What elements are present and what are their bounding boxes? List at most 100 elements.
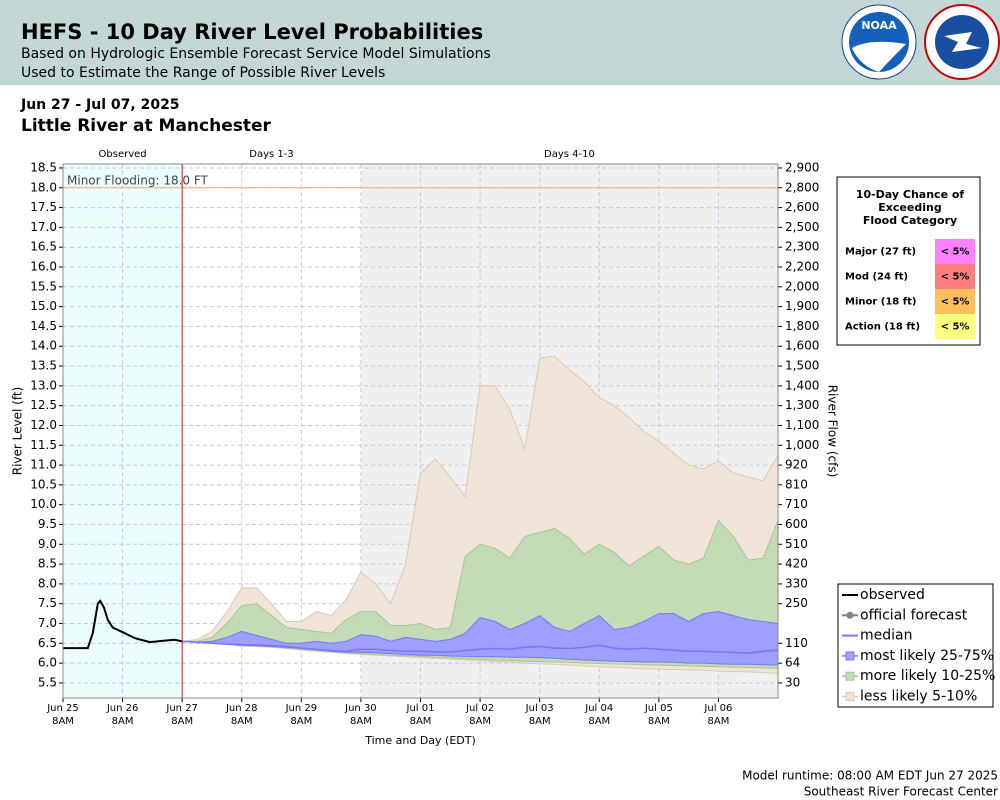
row-label: Major (27 ft) — [845, 247, 916, 258]
y-tick-label: 17.0 — [30, 220, 57, 234]
x-tick-label: 8AM — [648, 716, 670, 727]
y2-tick-label: 710 — [785, 497, 808, 511]
y-tick-label: 14.5 — [30, 319, 57, 333]
y2-tick-label: 2,500 — [785, 220, 819, 234]
legend-label: more likely 10-25% — [860, 668, 995, 684]
legend-swatch — [845, 692, 855, 701]
y-tick-label: 16.5 — [30, 240, 57, 254]
y-tick-label: 5.5 — [38, 675, 57, 689]
x-tick-label: Jun 25 — [46, 703, 79, 714]
y-tick-label: 7.0 — [38, 616, 57, 630]
row-label: Action (18 ft) — [845, 322, 920, 333]
x-tick-label: 8AM — [231, 716, 253, 727]
legend-label: median — [860, 628, 912, 644]
legend-swatch — [845, 671, 855, 681]
y2-tick-label: 420 — [785, 557, 808, 571]
y-tick-label: 18.5 — [30, 160, 57, 174]
row-chance: < 5% — [941, 272, 970, 283]
x-tick-label: Jul 01 — [406, 703, 435, 714]
y-tick-label: 15.0 — [30, 299, 57, 313]
y-tick-label: 8.0 — [38, 576, 57, 590]
y2-tick-label: 2,900 — [785, 160, 819, 174]
nws-logo — [924, 4, 1000, 80]
y2-tick-label: 810 — [785, 477, 808, 491]
chance-cell — [935, 314, 975, 339]
x-tick-label: 8AM — [410, 716, 432, 727]
y-tick-label: 17.5 — [30, 200, 57, 214]
row-chance: < 5% — [941, 297, 970, 308]
subtitle: Used to Estimate the Range of Possible R… — [21, 65, 385, 81]
legend-label: official forecast — [860, 607, 968, 623]
x-tick-label: 8AM — [469, 716, 491, 727]
legend-label: most likely 25-75% — [860, 648, 994, 664]
line — [182, 640, 779, 654]
x-tick-label: Jun 30 — [344, 703, 377, 714]
title: HEFS - 10 Day River Level Probabilities — [21, 20, 483, 44]
y2-tick-label: 30 — [785, 675, 800, 689]
y2-tick-label: 1,300 — [785, 398, 819, 412]
y2-axis-label: River Flow (cfs) — [826, 385, 840, 478]
y2-tick-label: 1,800 — [785, 319, 819, 333]
y2-tick-label: 1,900 — [785, 299, 819, 313]
y-tick-label: 10.0 — [30, 497, 57, 511]
line — [63, 599, 183, 650]
y-tick-label: 6.0 — [38, 656, 57, 670]
x-tick-label: 8AM — [350, 716, 372, 727]
x-tick-label: 8AM — [52, 716, 74, 727]
row-label: Minor (18 ft) — [845, 297, 916, 308]
x-tick-label: 8AM — [171, 716, 193, 727]
y2-tick-label: 920 — [785, 458, 808, 472]
y-axis-label: River Level (ft) — [11, 387, 25, 475]
x-tick-label: 8AM — [588, 716, 610, 727]
y2-tick-label: 1,600 — [785, 339, 819, 353]
y-tick-label: 11.5 — [30, 438, 57, 452]
flood-label: Minor Flooding: 18.0 FT — [67, 173, 209, 187]
footer-runtime: Model runtime: 08:00 AM EDT Jun 27 2025 — [742, 769, 998, 783]
y2-tick-label: 510 — [785, 537, 808, 551]
x-tick-label: Jun 26 — [106, 703, 139, 714]
region-label: Observed — [99, 149, 147, 160]
x-tick-label: Jul 05 — [644, 703, 673, 714]
subtitle: Based on Hydrologic Ensemble Forecast Se… — [21, 46, 491, 62]
region-label: Days 1-3 — [249, 149, 293, 160]
x-axis-label: Time and Day (EDT) — [364, 734, 476, 747]
x-tick-label: Jun 28 — [225, 703, 258, 714]
y2-tick-label: 1,000 — [785, 438, 819, 452]
y-tick-label: 14.0 — [30, 339, 57, 353]
y2-tick-label: 600 — [785, 517, 808, 531]
y2-tick-label: 2,200 — [785, 259, 819, 273]
y-tick-label: 18.0 — [30, 180, 57, 194]
y-tick-label: 12.0 — [30, 418, 57, 432]
y-tick-label: 15.5 — [30, 279, 57, 293]
region-label: Days 4-10 — [544, 149, 595, 160]
y-tick-label: 16.0 — [30, 259, 57, 273]
legend-swatch — [846, 611, 854, 619]
y2-tick-label: 110 — [785, 636, 808, 650]
logo-text: NOAA — [861, 19, 897, 32]
chance-cell — [935, 289, 975, 314]
legend-label: observed — [860, 587, 925, 603]
noaa-logo: NOAA — [841, 4, 917, 80]
y-tick-label: 9.0 — [38, 537, 57, 551]
y2-tick-label: 2,000 — [785, 279, 819, 293]
header-bar — [0, 0, 1000, 85]
y-tick-label: 13.0 — [30, 378, 57, 392]
y2-tick-label: 1,500 — [785, 359, 819, 373]
y2-tick-label: 2,600 — [785, 200, 819, 214]
x-tick-label: 8AM — [112, 716, 134, 727]
y-tick-label: 8.5 — [38, 557, 57, 571]
legend-label: less likely 5-10% — [860, 689, 977, 705]
y2-tick-label: 1,100 — [785, 418, 819, 432]
x-tick-label: Jun 27 — [165, 703, 198, 714]
y2-tick-label: 2,300 — [785, 240, 819, 254]
x-tick-label: Jul 02 — [465, 703, 494, 714]
row-chance: < 5% — [941, 247, 970, 258]
legend-box — [837, 583, 994, 708]
y-tick-label: 13.5 — [30, 359, 57, 373]
legend-swatch — [845, 651, 855, 661]
x-tick-label: Jul 06 — [703, 703, 732, 714]
y2-tick-label: 2,800 — [785, 180, 819, 194]
y-tick-label: 12.5 — [30, 398, 57, 412]
footer-center: Southeast River Forecast Center — [804, 785, 998, 799]
